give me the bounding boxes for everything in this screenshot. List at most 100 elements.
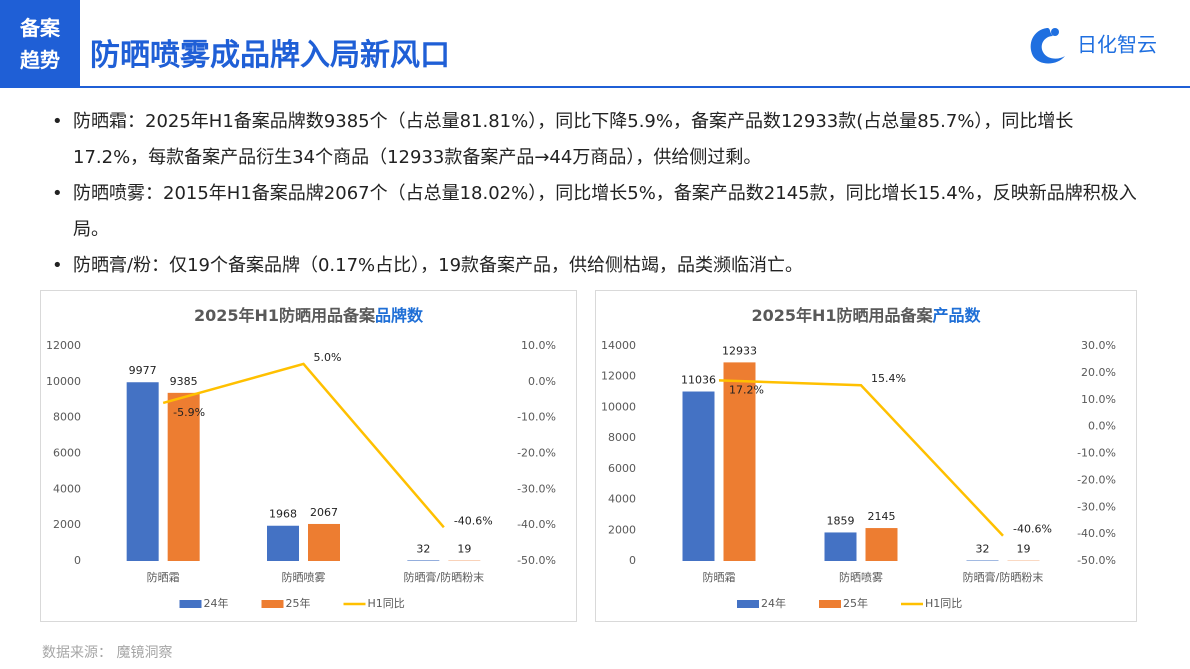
legend-swatch: [261, 600, 284, 608]
bar-value-label: 9977: [129, 364, 157, 377]
bar-value-label: 32: [976, 543, 990, 556]
x-tick-label: 防晒霜: [703, 570, 736, 584]
y-tick-label: 14000: [601, 339, 636, 352]
bar: [126, 382, 159, 561]
y-tick-label: 8000: [53, 411, 81, 424]
bar-value-label: 1968: [269, 508, 297, 521]
line-value-label: -40.6%: [454, 514, 493, 527]
y2-tick-label: 0.0%: [1088, 420, 1116, 433]
y2-tick-label: -10.0%: [1077, 447, 1116, 460]
bar: [723, 362, 756, 561]
y-tick-label: 2000: [608, 523, 636, 536]
y2-tick-label: -30.0%: [1077, 500, 1116, 513]
bar-value-label: 12933: [722, 344, 757, 357]
y2-tick-label: -50.0%: [517, 554, 556, 567]
legend-swatch: [179, 600, 202, 608]
y2-tick-label: 20.0%: [1081, 366, 1116, 379]
y-tick-label: 4000: [53, 482, 81, 495]
y-tick-label: 2000: [53, 518, 81, 531]
legend-label: 25年: [843, 596, 868, 610]
logo-dot: [1051, 28, 1059, 36]
line-value-label: -40.6%: [1013, 523, 1052, 536]
y2-tick-label: -10.0%: [517, 411, 556, 424]
chart-title: 2025年H1防晒用品备案品牌数: [194, 306, 424, 325]
y-tick-label: 6000: [608, 462, 636, 475]
y-tick-label: 10000: [601, 400, 636, 413]
chart-title: 2025年H1防晒用品备案产品数: [751, 306, 981, 325]
bullet: 防晒喷雾：2015年H1备案品牌2067个（占总量18.02%），同比增长5%，…: [50, 176, 1140, 248]
legend-label: 24年: [204, 596, 229, 610]
y2-tick-label: -50.0%: [1077, 554, 1116, 567]
bar: [407, 560, 440, 561]
y2-tick-label: 0.0%: [528, 375, 556, 388]
tag-line: 趋势: [20, 48, 60, 72]
y2-tick-label: -30.0%: [517, 482, 556, 495]
section-tag: 备案 趋势: [0, 0, 80, 88]
chart-box: 2025年H1防晒用品备案产品数 0 2000 4000 6000 8000 10000 12…: [595, 290, 1137, 622]
y-tick-label: 4000: [608, 493, 636, 506]
slide-title: 防晒喷雾成品牌入局新风口: [90, 38, 450, 73]
bar-value-label: 2067: [310, 506, 338, 519]
chart-title-part: 品牌数: [375, 306, 424, 325]
legend-label: 25年: [286, 596, 311, 610]
chart-title-part: 2025年H1防晒用品备案: [194, 306, 376, 325]
legend-label: 24年: [761, 596, 786, 610]
line-value-label: 15.4%: [871, 372, 906, 385]
y2-tick-label: -40.0%: [1077, 527, 1116, 540]
bar-value-label: 1859: [827, 514, 855, 527]
y-tick-label: 0: [74, 554, 81, 567]
logo: 日化智云: [1030, 28, 1157, 64]
chart: 2025年H1防晒用品备案品牌数 0 2000 4000 6000 8000 10000 12…: [46, 306, 556, 611]
x-tick-label: 防晒喷雾: [839, 570, 883, 584]
line-value-label: 5.0%: [314, 351, 342, 364]
line-value-label: 17.2%: [729, 383, 764, 396]
bar-value-label: 2145: [868, 510, 896, 523]
y2-tick-label: 10.0%: [521, 339, 556, 352]
y2-tick-label: 30.0%: [1081, 339, 1116, 352]
line: [162, 362, 445, 529]
y2-tick-label: -20.0%: [1077, 473, 1116, 486]
y-tick-label: 8000: [608, 431, 636, 444]
bullet: 防晒膏/粉：仅19个备案品牌（0.17%占比），19款备案产品，供给侧枯竭，品类…: [50, 248, 1140, 284]
chart-title-part: 2025年H1防晒用品备案: [751, 306, 933, 325]
y-tick-label: 12000: [601, 370, 636, 383]
bar-value-label: 19: [457, 543, 471, 556]
logo-icon: [1030, 28, 1065, 64]
y-tick-label: 6000: [53, 447, 81, 460]
bullet-list: 防晒霜：2025年H1备案品牌数9385个（占总量81.81%），同比下降5.9…: [50, 104, 1140, 284]
bullet: 防晒霜：2025年H1备案品牌数9385个（占总量81.81%），同比下降5.9…: [50, 104, 1140, 176]
y-tick-label: 10000: [46, 375, 81, 388]
logo-text: 日化智云: [1077, 33, 1157, 57]
y-tick-label: 0: [629, 554, 636, 567]
bar: [682, 391, 715, 561]
tag-line: 备案: [20, 16, 60, 40]
bar: [865, 528, 898, 561]
chart: 2025年H1防晒用品备案产品数 0 2000 4000 6000 8000 10000 12…: [601, 306, 1116, 611]
legend-swatch: [737, 600, 759, 608]
y-tick-label: 12000: [46, 339, 81, 352]
bar-value-label: 32: [416, 542, 430, 555]
bar: [824, 532, 857, 561]
y2-tick-label: -20.0%: [517, 447, 556, 460]
x-tick-label: 防晒膏/防晒粉末: [403, 570, 484, 584]
legend-label: H1同比: [925, 597, 962, 610]
source-note: 数据来源： 魔镜洞察: [42, 645, 173, 661]
bar-value-label: 19: [1017, 543, 1031, 556]
x-tick-label: 防晒膏/防晒粉末: [963, 570, 1044, 584]
bar: [308, 523, 340, 561]
chart-box: 2025年H1防晒用品备案品牌数 0 2000 4000 6000 8000 10000 12…: [40, 290, 577, 622]
bar: [167, 392, 200, 561]
chart-title-part: 产品数: [933, 306, 982, 325]
bar-value-label: 9385: [170, 375, 198, 388]
line: [718, 379, 1004, 537]
bar: [267, 525, 299, 561]
x-tick-label: 防晒喷雾: [282, 570, 326, 584]
legend-label: H1同比: [368, 597, 405, 610]
x-tick-label: 防晒霜: [147, 570, 180, 584]
header-rule: [0, 86, 1190, 88]
bar-value-label: 11036: [681, 374, 716, 387]
line-value-label: -5.9%: [173, 406, 205, 419]
y2-tick-label: 10.0%: [1081, 393, 1116, 406]
y2-tick-label: -40.0%: [517, 518, 556, 531]
